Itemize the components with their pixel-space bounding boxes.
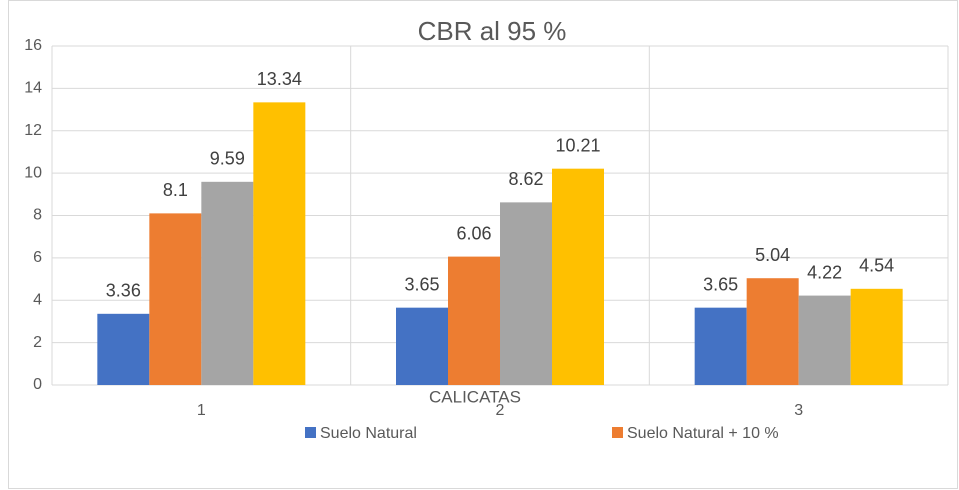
y-tick-label: 12 [24, 122, 42, 139]
data-label: 9.59 [210, 149, 245, 169]
data-label: 5.04 [755, 245, 790, 265]
x-tick-label: 3 [794, 402, 803, 419]
x-tick-label: 1 [197, 402, 206, 419]
bar [149, 213, 202, 385]
y-tick-label: 8 [33, 207, 42, 224]
data-label: 3.65 [703, 274, 738, 294]
bar [694, 307, 747, 385]
bar [97, 313, 150, 385]
bar [850, 288, 903, 385]
data-label: 4.54 [859, 256, 894, 276]
data-label: 8.1 [163, 180, 188, 200]
bar [201, 181, 254, 385]
bar [448, 256, 500, 385]
data-label: 10.21 [555, 135, 600, 155]
data-label: 8.62 [508, 169, 543, 189]
legend-swatch [612, 427, 623, 438]
x-axis-label: CALICATAS [429, 387, 521, 406]
bar [253, 102, 306, 385]
data-label: 4.22 [807, 262, 842, 282]
bar [500, 202, 552, 385]
legend-label: Suelo Natural [320, 425, 417, 442]
y-tick-label: 2 [33, 334, 42, 351]
y-tick-label: 0 [33, 376, 42, 393]
bar [798, 295, 851, 385]
bar [396, 307, 448, 385]
data-label: 3.36 [106, 281, 141, 301]
y-tick-label: 10 [24, 164, 42, 181]
y-tick-label: 14 [24, 80, 42, 97]
legend-label: Suelo Natural + 10 % [627, 425, 779, 442]
bar [552, 168, 604, 385]
data-label: 6.06 [456, 223, 491, 243]
chart-title: CBR al 95 % [418, 16, 567, 46]
data-label: 13.34 [257, 69, 302, 89]
x-tick-label: 2 [496, 402, 505, 419]
y-tick-label: 6 [33, 249, 42, 266]
y-tick-label: 16 [24, 37, 42, 54]
legend-swatch [305, 427, 316, 438]
y-tick-label: 4 [33, 291, 42, 308]
data-label: 3.65 [404, 274, 439, 294]
bar [746, 278, 799, 385]
